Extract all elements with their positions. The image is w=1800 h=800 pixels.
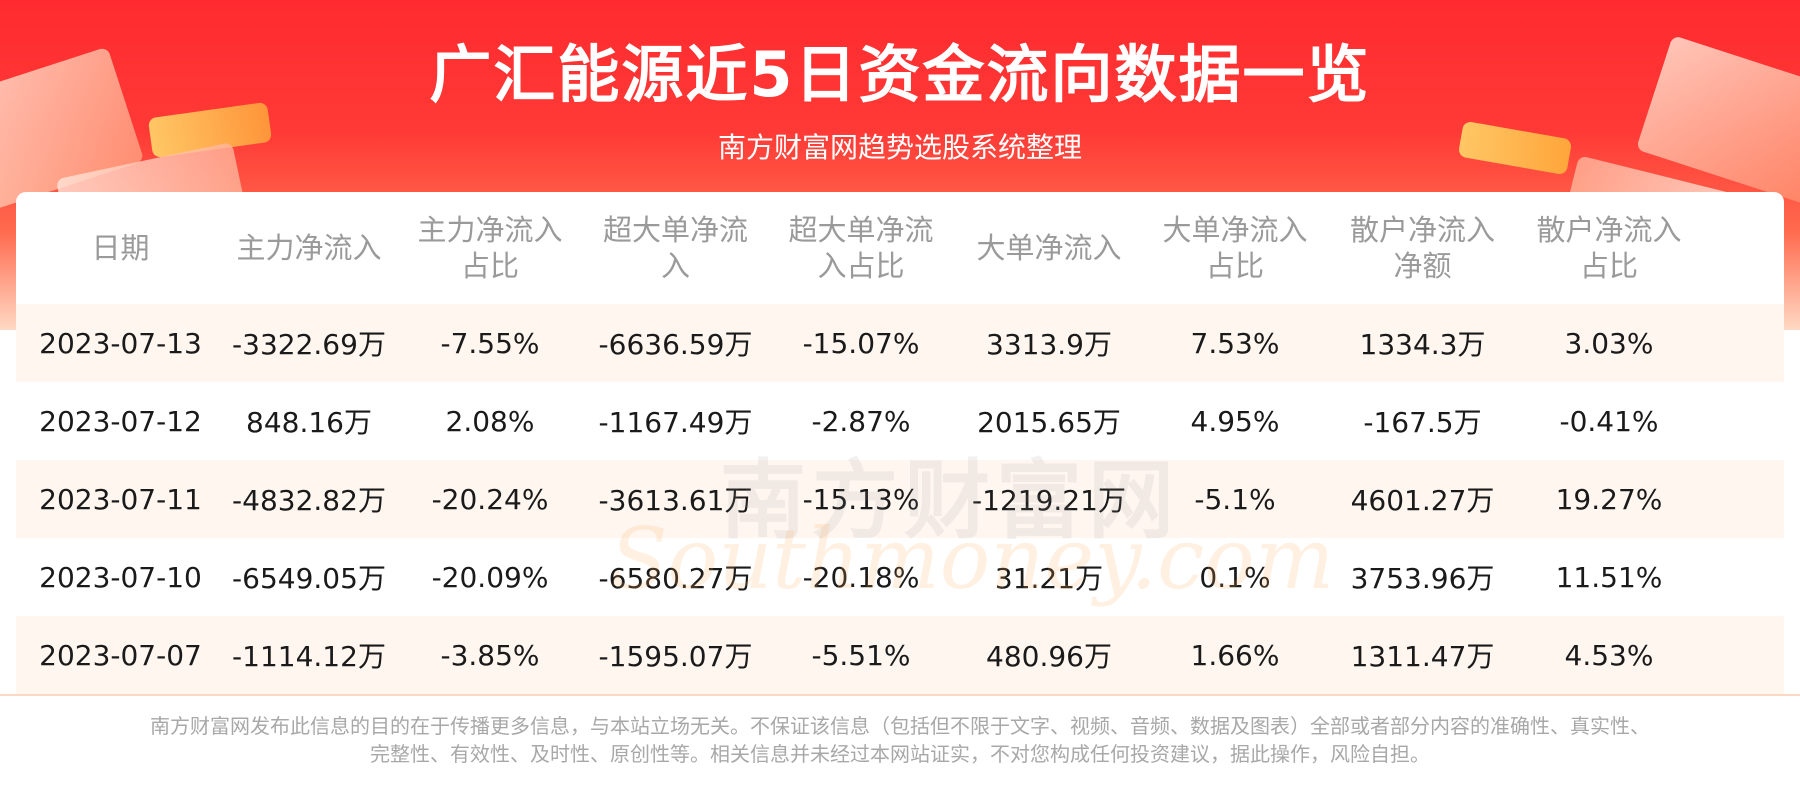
cell-date: 2023-07-12 <box>39 404 202 438</box>
table-row: 2023-07-11 -4832.82万 -20.24% -3613.61万 -… <box>16 460 1784 538</box>
cell-value: 31.21万 <box>994 562 1104 595</box>
header-line: 超大单净流 <box>602 213 748 247</box>
cell-value: 848.16万 <box>246 406 372 439</box>
header-line: 散户净流入 <box>1536 213 1682 247</box>
cell-value: -167.5万 <box>1363 406 1482 439</box>
column-header-date: 日期 <box>16 230 225 266</box>
cell-value: 19.27% <box>1555 482 1663 516</box>
cell-value: 1311.47万 <box>1350 640 1495 673</box>
table-row: 2023-07-13 -3322.69万 -7.55% -6636.59万 -1… <box>16 304 1784 382</box>
cell-value: 2.08% <box>445 404 535 438</box>
table-header: 日期 主力净流入 主力净流入 占比 超大单净流 入 超大单净流 入占比 大单净流… <box>16 192 1784 304</box>
header-line: 主力净流入 <box>236 231 382 265</box>
cell-value: -2.87% <box>811 404 911 438</box>
page-subtitle: 南方财富网趋势选股系统整理 <box>717 131 1082 164</box>
cell-value: 4.95% <box>1190 404 1280 438</box>
cell-value: -6636.59万 <box>598 328 753 361</box>
cell-value: -3.85% <box>440 638 540 672</box>
header-line: 占比 <box>1579 249 1638 283</box>
column-header-main-inflow: 主力净流入 <box>225 230 393 266</box>
header-line: 大单净流入 <box>1162 213 1308 247</box>
cell-value: -1167.49万 <box>598 406 753 439</box>
cell-value: -20.18% <box>802 560 920 594</box>
cell-value: 11.51% <box>1555 560 1663 594</box>
column-header-retail-ratio: 散户净流入 占比 <box>1515 212 1703 284</box>
cell-value: -3322.69万 <box>232 328 386 361</box>
header-line: 入占比 <box>817 249 905 283</box>
cell-value: -0.41% <box>1559 404 1659 438</box>
cell-value: -5.51% <box>811 638 911 672</box>
cell-value: 1.66% <box>1190 638 1280 672</box>
cell-value: -15.07% <box>802 326 920 360</box>
header-line: 占比 <box>460 249 519 283</box>
cell-value: 3313.9万 <box>986 328 1112 361</box>
cell-date: 2023-07-07 <box>39 638 202 672</box>
header-line: 入 <box>660 249 690 283</box>
cell-value: -20.09% <box>431 560 549 594</box>
cell-value: 480.96万 <box>986 640 1112 673</box>
cell-value: -6580.27万 <box>598 562 753 595</box>
header-line: 主力净流入 <box>417 213 563 247</box>
cell-value: -15.13% <box>802 482 920 516</box>
cell-value: -6549.05万 <box>232 562 386 595</box>
page-title: 广汇能源近5日资金流向数据一览 <box>429 38 1371 111</box>
column-header-main-ratio: 主力净流入 占比 <box>393 212 587 284</box>
cell-date: 2023-07-11 <box>39 482 202 516</box>
cell-value: -1219.21万 <box>972 484 1126 517</box>
table-row: 2023-07-07 -1114.12万 -3.85% -1595.07万 -5… <box>16 616 1784 694</box>
header-line: 净额 <box>1393 249 1452 283</box>
cell-value: 2015.65万 <box>977 406 1121 439</box>
disclaimer-line: 完整性、有效性、及时性、原创性等。相关信息并未经过本网站证实，不对您构成任何投资… <box>370 742 1430 766</box>
header-line: 散户净流入 <box>1349 213 1495 247</box>
column-header-retail-amount: 散户净流入 净额 <box>1330 212 1515 284</box>
cell-value: 1334.3万 <box>1359 328 1486 361</box>
header-line: 大单净流入 <box>976 231 1122 265</box>
column-header-large-inflow: 大单净流入 <box>958 230 1140 266</box>
cell-date: 2023-07-10 <box>39 560 202 594</box>
header-line: 占比 <box>1205 249 1264 283</box>
cell-value: 4.53% <box>1564 638 1654 672</box>
cell-value: -1114.12万 <box>232 640 386 673</box>
cell-value: -20.24% <box>431 482 549 516</box>
footer-divider <box>0 694 1800 696</box>
cell-value: -3613.61万 <box>598 484 753 517</box>
column-header-xl-ratio: 超大单净流 入占比 <box>764 212 958 284</box>
table-row: 2023-07-12 848.16万 2.08% -1167.49万 -2.87… <box>16 382 1784 460</box>
table-row: 2023-07-10 -6549.05万 -20.09% -6580.27万 -… <box>16 538 1784 616</box>
cell-value: 3753.96万 <box>1350 562 1495 595</box>
cell-value: 0.1% <box>1199 560 1271 594</box>
cell-value: 4601.27万 <box>1350 484 1495 517</box>
disclaimer-line: 南方财富网发布此信息的目的在于传播更多信息，与本站立场无关。不保证该信息（包括但… <box>150 714 1650 738</box>
column-header-xl-inflow: 超大单净流 入 <box>587 212 764 284</box>
header-line: 超大单净流 <box>788 213 934 247</box>
cell-value: 7.53% <box>1190 326 1280 360</box>
header-line: 日期 <box>91 231 150 265</box>
disclaimer: 南方财富网发布此信息的目的在于传播更多信息，与本站立场无关。不保证该信息（包括但… <box>60 712 1740 768</box>
cell-value: -1595.07万 <box>598 640 753 673</box>
cell-value: 3.03% <box>1564 326 1654 360</box>
cell-date: 2023-07-13 <box>39 326 202 360</box>
column-header-large-ratio: 大单净流入 占比 <box>1140 212 1330 284</box>
cell-value: -7.55% <box>440 326 540 360</box>
data-table: 日期 主力净流入 主力净流入 占比 超大单净流 入 超大单净流 入占比 大单净流… <box>16 192 1784 697</box>
cell-value: -4832.82万 <box>232 484 386 517</box>
cell-value: -5.1% <box>1194 482 1276 516</box>
